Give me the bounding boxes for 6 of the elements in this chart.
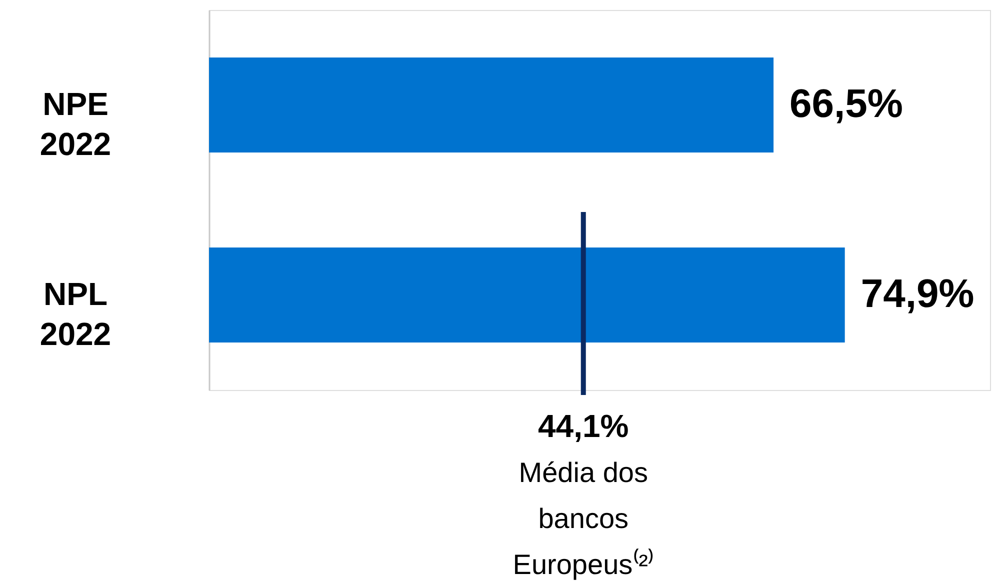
data-label: 66,5% [790, 82, 903, 126]
y-tick-label: NPL 2022 [40, 276, 112, 352]
data-label: 74,9% [860, 272, 974, 316]
text: Média dos bancos Europeus⁽²⁾ [512, 457, 654, 580]
ref-line-label: 44,1% [538, 408, 629, 444]
y-tick-label: NPE 2022 [40, 86, 112, 162]
